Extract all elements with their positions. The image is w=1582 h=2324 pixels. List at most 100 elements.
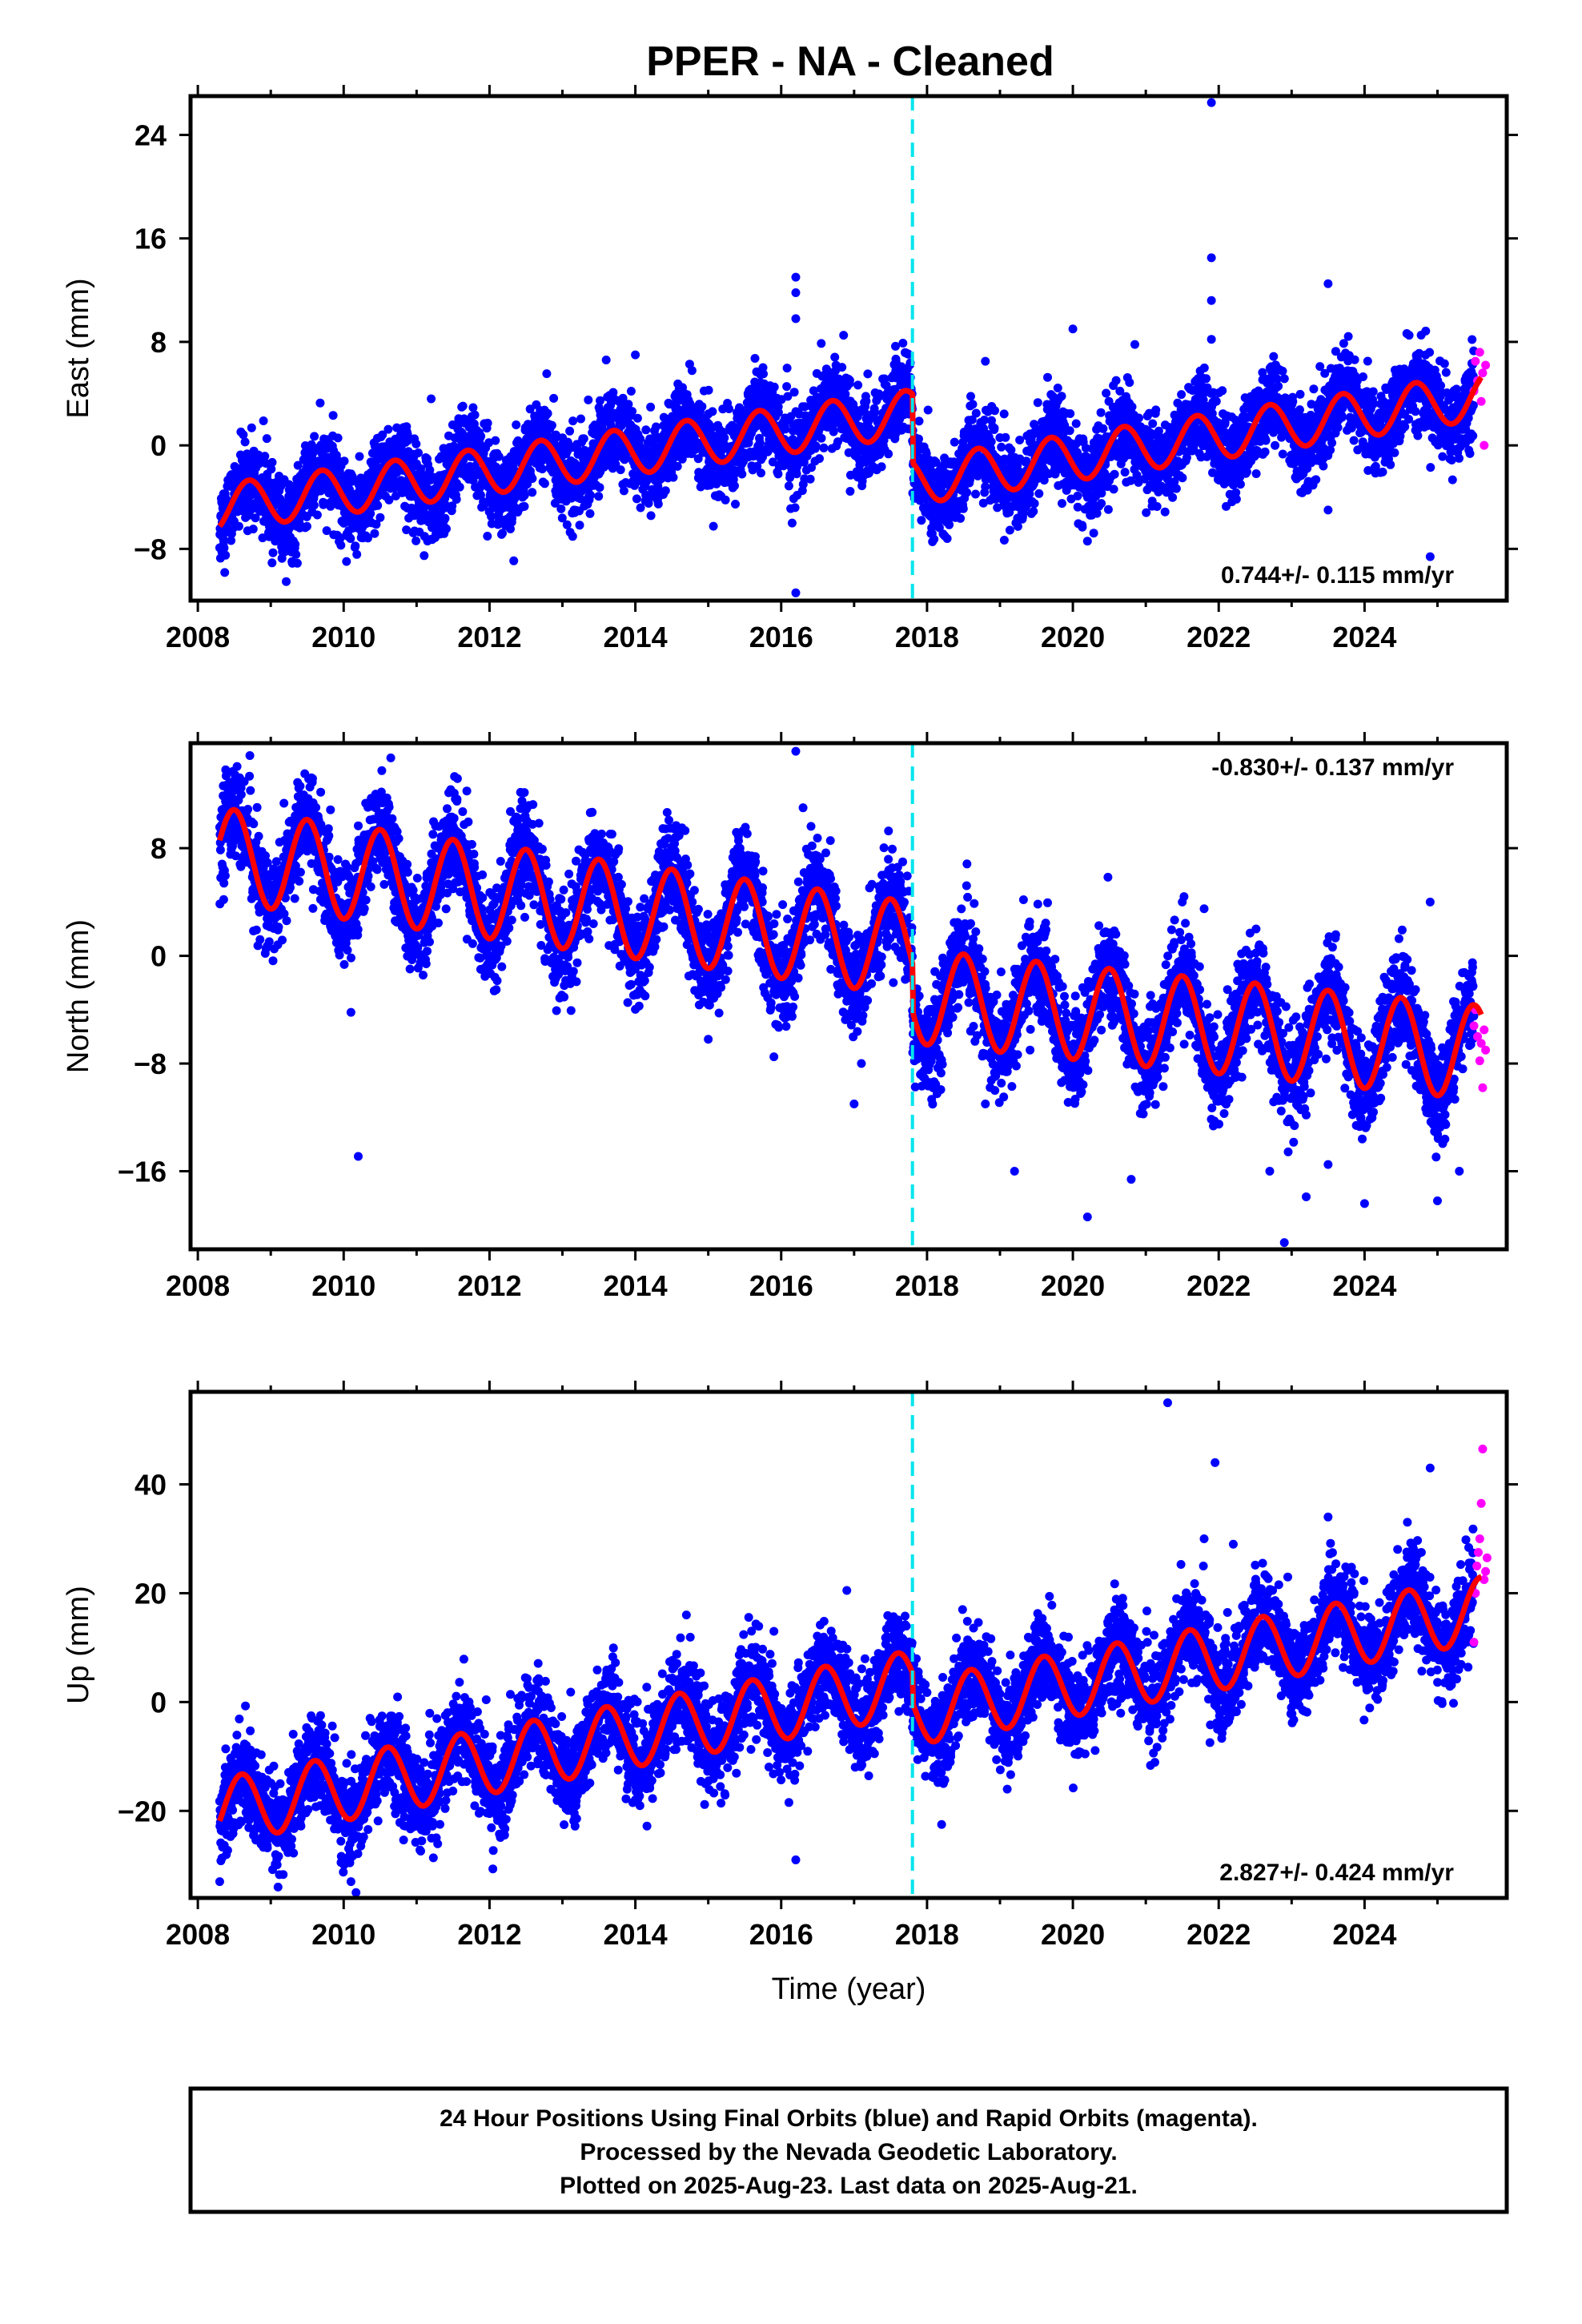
final-orbit-point [731,500,740,509]
final-orbit-point [845,376,854,385]
final-orbit-point [1231,494,1241,504]
final-orbit-point [626,387,636,396]
final-orbit-point [260,452,270,461]
final-orbit-point [346,534,355,543]
final-orbit-point [1073,448,1082,457]
final-orbit-point [720,433,729,443]
final-orbit-point [468,403,478,412]
final-orbit-point [537,464,547,474]
final-orbit-point [725,404,734,413]
final-orbit-point [884,449,893,459]
final-orbit-point [1251,469,1261,478]
final-orbit-point [1058,499,1066,509]
final-orbit-point [782,382,792,392]
final-orbit-point [971,408,981,418]
final-orbit-point [455,482,464,492]
final-orbit-point [646,402,656,412]
final-orbit-point [956,513,966,523]
final-orbit-point [336,541,346,550]
final-orbit-point [491,436,500,445]
final-orbit-point [877,462,886,472]
final-orbit-point [1096,408,1106,417]
final-orbit-point [328,411,338,420]
final-orbit-point [234,521,243,531]
final-orbit-point [543,408,552,418]
final-orbit-point [483,418,492,428]
final-orbit-point [1151,405,1161,415]
final-orbit-point [721,495,730,505]
final-orbit-point [221,550,231,560]
final-orbit-point [261,459,271,468]
final-orbit-point [1033,398,1042,408]
final-orbit-point [750,354,760,363]
final-orbit-point [819,443,829,452]
final-orbit-point [999,409,1009,419]
figure-title: PPER - NA - Cleaned [646,38,1054,85]
final-orbit-point [1160,507,1170,517]
final-orbit-point [220,568,230,577]
final-orbit-point [841,389,850,399]
final-orbit-point [579,434,588,444]
final-orbit-point [1053,384,1062,392]
final-orbit-point [958,504,968,513]
final-orbit-point [997,442,1006,452]
final-orbit-point [565,426,575,436]
final-orbit-point [628,407,637,416]
final-orbit-point [277,553,287,563]
final-orbit-point [1152,502,1162,511]
final-orbit-point [383,424,393,434]
final-orbit-point [568,416,578,426]
final-orbit-point [687,366,697,376]
final-orbit-point [773,469,783,479]
final-orbit-point [267,558,277,568]
final-orbit-point [709,521,718,531]
final-orbit-point [452,495,461,504]
final-orbit-point [1125,378,1134,388]
final-orbit-point [1178,473,1187,483]
final-orbit-point [990,406,999,416]
final-orbit-point [781,424,790,434]
final-orbit-point [811,441,821,451]
final-orbit-point [476,432,486,441]
final-orbit-point [322,526,331,536]
final-orbit-point [646,511,656,521]
final-orbit-point [1218,386,1227,396]
final-orbit-point [661,486,670,496]
final-orbit-point [595,483,604,493]
final-orbit-point [673,461,682,471]
final-orbit-point [375,513,385,522]
final-orbit-point [1177,390,1186,400]
final-orbit-point [378,430,387,440]
final-orbit-point [616,465,625,475]
final-orbit-point [1103,505,1113,514]
final-orbit-point [861,396,871,406]
final-orbit-point [1015,436,1025,444]
final-orbit-point [790,503,800,513]
final-orbit-point [520,491,529,500]
final-orbit-point [863,369,873,379]
final-orbit-point [420,551,429,561]
final-orbit-point [258,533,267,543]
final-orbit-point [704,385,713,395]
final-orbit-point [568,532,577,541]
final-orbit-point [999,536,1009,545]
final-orbit-point [339,456,349,466]
final-orbit-point [1235,480,1245,489]
final-orbit-point [586,490,595,500]
final-orbit-point [1071,419,1081,428]
final-orbit-point [276,481,286,491]
final-orbit-point [1164,468,1174,478]
final-orbit-point [584,395,593,404]
final-orbit-point [251,513,260,523]
final-orbit-point [293,460,303,470]
final-orbit-point [759,369,768,379]
final-orbit-point [782,364,792,373]
final-orbit-point [669,472,678,482]
final-orbit-point [1043,372,1052,382]
final-orbit-point [830,352,840,362]
final-orbit-point [1168,493,1178,502]
final-orbit-point [370,529,379,538]
final-orbit-point [556,504,566,513]
